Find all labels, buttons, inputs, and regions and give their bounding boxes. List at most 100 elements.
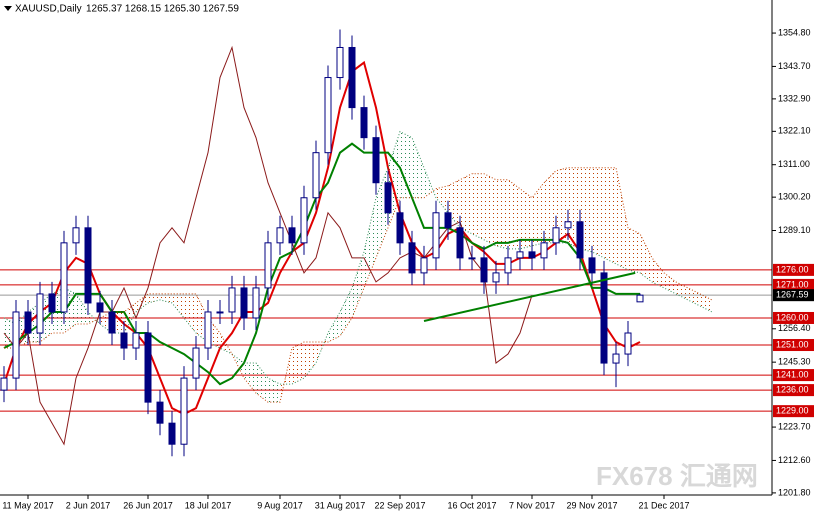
candle-body — [348, 46, 356, 109]
candle-body — [72, 227, 80, 244]
y-tick-label: 1223.70 — [778, 421, 811, 431]
candle-body — [360, 107, 368, 139]
cloud — [592, 167, 604, 258]
candle-body — [288, 227, 296, 244]
level-label: 1260.00 — [776, 312, 809, 322]
cloud — [328, 311, 340, 343]
level-label: 1236.00 — [776, 384, 809, 394]
candle-body — [384, 182, 392, 214]
cloud — [544, 170, 556, 243]
candle-body — [0, 377, 8, 391]
cloud — [520, 188, 532, 249]
cloud — [436, 185, 448, 213]
candle-body — [612, 353, 620, 364]
candle-body — [216, 311, 224, 314]
level-box — [773, 384, 814, 397]
cloud — [508, 179, 520, 249]
candle-body — [24, 311, 32, 334]
cloud — [292, 342, 304, 385]
x-tick-label: 29 Nov 2017 — [566, 500, 617, 510]
y-tick-label: 1245.30 — [778, 357, 811, 367]
cloud — [652, 257, 664, 288]
trendline — [423, 271, 636, 322]
level-label: 1276.00 — [776, 264, 809, 274]
candle-body — [528, 251, 536, 259]
cloud — [472, 173, 484, 240]
level-label: 1229.00 — [776, 406, 809, 416]
y-tick-label: 1289.10 — [778, 225, 811, 235]
cloud — [532, 182, 544, 246]
candle-body — [372, 137, 380, 184]
candle-body — [60, 242, 68, 313]
cloud — [256, 363, 268, 403]
candle-body — [48, 293, 56, 313]
level-label: 1251.00 — [776, 339, 809, 349]
candle-body — [576, 221, 584, 259]
cloud — [496, 179, 508, 249]
candle-body — [300, 197, 308, 244]
cloud — [76, 293, 88, 324]
level-label: 1241.00 — [776, 369, 809, 379]
candle-body — [324, 77, 332, 154]
cloud — [172, 293, 184, 318]
cloud — [244, 363, 256, 394]
candle-body — [144, 332, 152, 403]
cloud — [412, 137, 424, 198]
menu-triangle[interactable] — [4, 6, 12, 11]
x-tick-label: 11 May 2017 — [2, 500, 53, 510]
watermark: FX678 汇通网 — [596, 461, 758, 491]
candle-body — [252, 287, 260, 319]
y-tick-label: 1332.90 — [778, 93, 811, 103]
candle-body — [240, 287, 248, 319]
cloud — [616, 167, 628, 270]
x-tick-label: 16 Oct 2017 — [447, 500, 496, 510]
candle-body — [468, 257, 476, 260]
candle-body — [108, 311, 116, 334]
candle-body — [396, 212, 404, 244]
candle-body — [132, 332, 140, 349]
candle-body — [264, 242, 272, 289]
indicator-line — [4, 167, 713, 403]
cloud — [364, 197, 376, 288]
x-tick-label: 26 Jun 2017 — [123, 500, 173, 510]
candle-body — [504, 257, 512, 274]
candle-body — [96, 302, 104, 313]
cloud — [484, 173, 496, 246]
candle-body — [12, 311, 20, 379]
cloud — [628, 227, 640, 273]
candle-body — [192, 347, 200, 379]
y-tick-label: 1300.20 — [778, 192, 811, 202]
candle-body — [180, 377, 188, 445]
level-box — [773, 339, 814, 352]
candle-body — [36, 293, 44, 334]
level-label: 1271.00 — [776, 279, 809, 289]
y-tick-label: 1343.70 — [778, 61, 811, 71]
cloud — [184, 293, 196, 334]
indicator-line — [3, 45, 533, 446]
layers — [0, 29, 772, 457]
x-tick-label: 2 Jun 2017 — [66, 500, 111, 510]
candle-body — [492, 272, 500, 283]
cloud — [340, 287, 352, 337]
x-tick-label: 21 Dec 2017 — [638, 500, 689, 510]
candle-body — [600, 272, 608, 364]
candle-body — [480, 257, 488, 283]
candle-body — [516, 251, 524, 259]
level-box — [773, 405, 814, 418]
cloud — [400, 131, 412, 198]
level-box — [773, 278, 814, 291]
cloud — [664, 272, 676, 294]
cloud — [220, 333, 232, 355]
quote: 1265.37 1268.15 1265.30 1267.59 — [86, 4, 239, 15]
candle-body — [624, 332, 632, 355]
cloud — [688, 287, 700, 306]
candle-body — [540, 242, 548, 259]
candle-body — [408, 242, 416, 274]
last-price-label: 1267.59 — [776, 290, 809, 300]
candle-body — [336, 46, 344, 79]
x-tick-label: 31 Aug 2017 — [315, 500, 366, 510]
candle-body — [432, 212, 440, 259]
level-box — [773, 263, 814, 276]
last-price-box — [773, 289, 814, 302]
